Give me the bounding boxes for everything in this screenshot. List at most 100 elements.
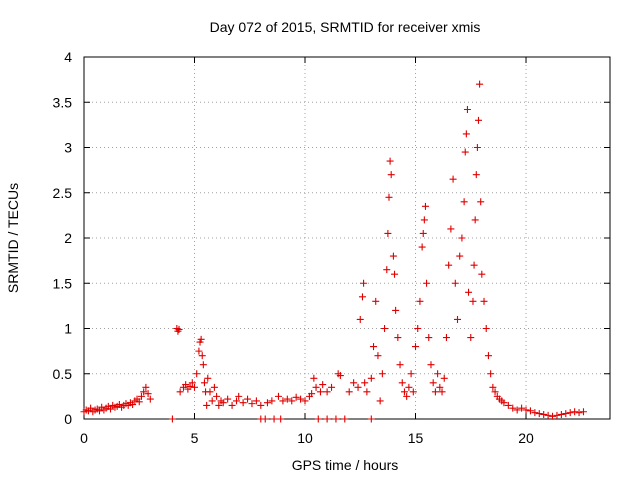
data-point (381, 325, 389, 332)
data-point (95, 407, 103, 415)
data-point (140, 388, 148, 396)
data-point (228, 401, 236, 409)
data-point (261, 415, 269, 423)
data-point (385, 193, 393, 201)
data-point (363, 388, 371, 396)
data-point (274, 392, 282, 400)
data-point (384, 229, 392, 237)
data-point (383, 266, 391, 274)
data-point (518, 404, 526, 412)
data-point (204, 374, 212, 382)
data-point (416, 297, 424, 305)
data-point (107, 405, 115, 413)
data-point (487, 370, 495, 378)
data-point (195, 347, 203, 355)
data-point (540, 410, 548, 418)
data-point (215, 401, 223, 409)
data-point (206, 388, 214, 396)
data-point (423, 279, 431, 287)
data-point (412, 343, 420, 351)
data-point (354, 383, 362, 391)
data-point (332, 415, 340, 423)
data-point (465, 288, 473, 296)
y-tick-label: 0.5 (53, 366, 73, 382)
data-point (345, 388, 353, 396)
y-tick-label: 3 (64, 140, 72, 156)
x-tick-label: 0 (80, 430, 88, 446)
data-point (297, 395, 305, 403)
data-point (409, 388, 417, 396)
data-point (398, 379, 406, 387)
data-point (263, 399, 271, 407)
data-point (425, 334, 433, 342)
y-tick-label: 1.5 (53, 275, 73, 291)
data-point (213, 392, 221, 400)
data-point (392, 306, 400, 314)
data-point (427, 361, 435, 369)
data-point (418, 243, 426, 251)
data-point (434, 370, 442, 378)
data-point (544, 411, 552, 419)
data-point (288, 397, 296, 405)
data-point (378, 370, 386, 378)
data-point (197, 335, 205, 343)
data-point (391, 270, 399, 278)
data-point (244, 395, 252, 403)
grid-lines (84, 57, 610, 419)
data-point (137, 392, 145, 400)
x-axis-label: GPS time / hours (292, 457, 399, 473)
data-point (389, 252, 397, 260)
y-tick-label: 0 (64, 411, 72, 427)
data-point (513, 406, 521, 414)
y-tick-label: 4 (64, 49, 72, 65)
data-point (526, 407, 534, 415)
y-axis-label: SRMTID / TECUs (5, 183, 21, 293)
data-point (341, 415, 349, 423)
data-point (477, 198, 485, 206)
data-point (462, 130, 470, 138)
data-point (188, 379, 196, 387)
data-point (420, 216, 428, 224)
data-point (361, 379, 369, 387)
data-point (219, 399, 227, 407)
data-point (447, 225, 455, 233)
data-point (400, 388, 408, 396)
x-tick-label: 10 (297, 430, 313, 446)
data-point (142, 383, 150, 391)
data-point (469, 297, 477, 305)
data-point (522, 406, 530, 414)
data-point (436, 383, 444, 391)
data-point (146, 395, 154, 403)
data-point (476, 80, 484, 88)
data-point (239, 399, 247, 407)
data-point (200, 379, 208, 387)
data-point (442, 334, 450, 342)
data-point (308, 390, 316, 398)
data-point (414, 325, 422, 332)
data-point (403, 392, 411, 400)
data-point (182, 381, 190, 389)
data-point (358, 293, 366, 301)
data-point (144, 390, 152, 398)
data-point (314, 415, 322, 423)
data-point (484, 352, 492, 360)
data-point (312, 383, 320, 391)
data-point (489, 383, 497, 391)
data-point (176, 388, 184, 396)
data-point (396, 361, 404, 369)
data-point (482, 325, 490, 332)
data-point (579, 408, 587, 416)
data-point (504, 401, 512, 409)
data-point (460, 198, 468, 206)
data-point (301, 397, 309, 405)
x-tick-label: 15 (408, 430, 424, 446)
data-point (461, 148, 469, 156)
data-point (319, 381, 327, 389)
data-point (370, 343, 378, 351)
plot-frame (83, 56, 611, 420)
data-point (535, 410, 543, 418)
data-point (323, 415, 331, 423)
data-point (566, 409, 574, 417)
data-point (257, 401, 265, 409)
